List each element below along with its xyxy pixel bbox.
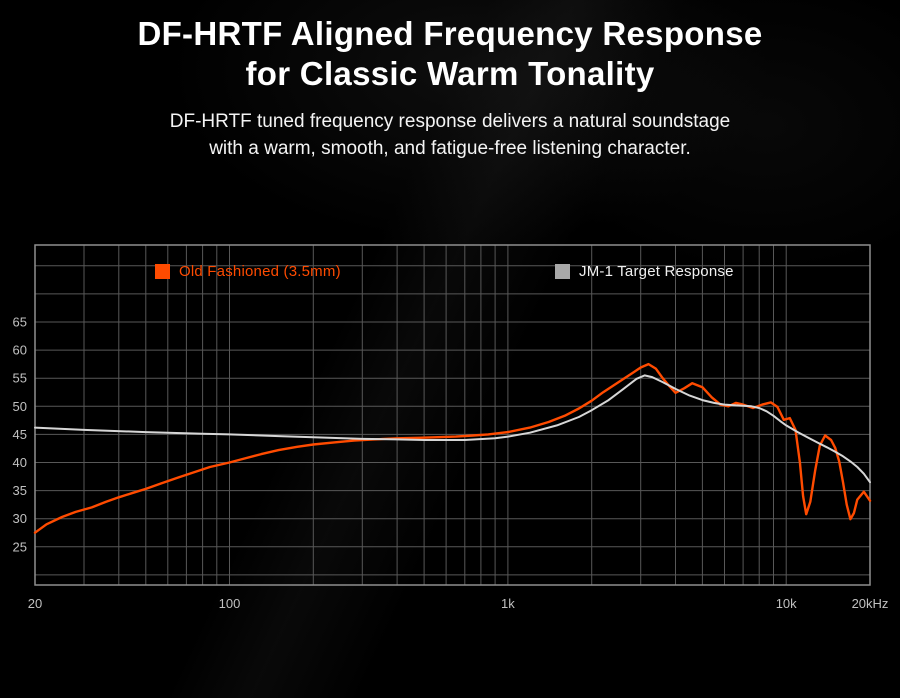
y-axis-tick-label: 55 xyxy=(13,371,27,386)
y-axis-tick-label: 30 xyxy=(13,511,27,526)
title-line-2: for Classic Warm Tonality xyxy=(245,55,655,92)
legend-item-jm1-target: JM-1 Target Response xyxy=(555,262,734,280)
legend-item-old-fashioned: Old Fashioned (3.5mm) xyxy=(155,262,341,280)
legend-label-jm1-target: JM-1 Target Response xyxy=(579,262,734,280)
y-axis-tick-label: 65 xyxy=(13,315,27,330)
y-axis-tick-label: 35 xyxy=(13,483,27,498)
x-axis-tick-label: 1k xyxy=(501,596,515,611)
x-axis-tick-label: 20kHz xyxy=(852,596,889,611)
x-axis-tick-label: 100 xyxy=(219,596,241,611)
plot-border xyxy=(34,244,871,586)
legend-label-old-fashioned: Old Fashioned (3.5mm) xyxy=(179,262,341,280)
page-title: DF-HRTF Aligned Frequency Response for C… xyxy=(0,14,900,94)
x-axis-tick-label: 10k xyxy=(776,596,797,611)
header: DF-HRTF Aligned Frequency Response for C… xyxy=(0,0,900,162)
title-line-1: DF-HRTF Aligned Frequency Response xyxy=(137,15,763,52)
frequency-response-chart: 65 60 55 50 45 40 35 30 25 20 100 1k 10k 20kHz Old Fa… xyxy=(0,240,900,698)
legend-swatch-orange xyxy=(155,263,170,279)
y-axis-tick-label: 40 xyxy=(13,455,27,470)
x-axis-tick-label: 20 xyxy=(28,596,42,611)
y-axis-tick-label: 45 xyxy=(13,427,27,442)
page-subtitle: DF-HRTF tuned frequency response deliver… xyxy=(0,108,900,162)
y-axis-tick-label: 60 xyxy=(13,343,27,358)
series-line-0 xyxy=(33,362,872,534)
subtitle-line-2: with a warm, smooth, and fatigue-free li… xyxy=(209,138,691,159)
chart-canvas: 65 60 55 50 45 40 35 30 25 20 100 1k 10k 20kHz xyxy=(13,244,889,611)
subtitle-line-1: DF-HRTF tuned frequency response deliver… xyxy=(169,111,731,132)
series-line-1 xyxy=(34,374,871,484)
y-axis-tick-label: 50 xyxy=(13,399,27,414)
y-axis-tick-label: 25 xyxy=(13,539,27,554)
legend-swatch-gray xyxy=(555,263,570,279)
